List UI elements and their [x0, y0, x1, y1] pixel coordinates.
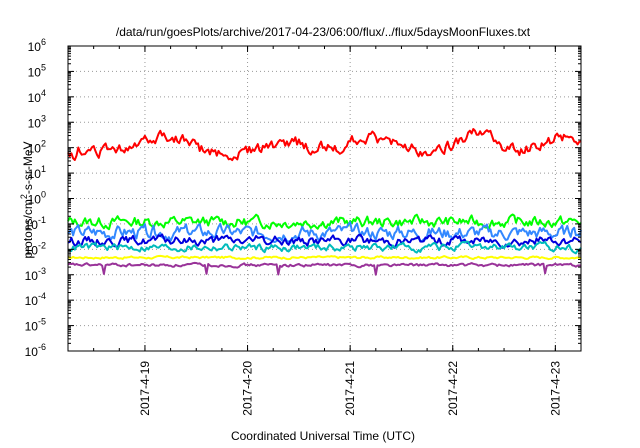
y-tick-label: 10-1	[25, 215, 46, 232]
y-tick-label: 101	[28, 164, 46, 181]
x-axis-label: Coordinated Universal Time (UTC)	[231, 429, 415, 443]
x-tick-labels: 2017-4-19 2017-4-20 2017-4-21 2017-4-22 2017…	[138, 361, 562, 416]
y-tick-exponent: 4	[41, 88, 46, 98]
y-axis-label-rest: -s-sr-MeV	[21, 141, 35, 194]
y-tick-base: 10	[25, 294, 39, 308]
y-tick-label: 10-4	[25, 291, 46, 308]
y-tick-base: 10	[28, 142, 42, 156]
series-line-4	[67, 233, 582, 249]
y-tick-exponent: -5	[38, 317, 46, 327]
plot-frame	[67, 45, 582, 352]
y-tick-label: 10-3	[25, 266, 46, 283]
y-tick-base: 10	[25, 269, 39, 283]
y-tick-label: 10-5	[25, 317, 46, 334]
y-tick-base: 10	[28, 167, 42, 181]
y-tick-label: 100	[28, 190, 46, 207]
y-tick-label: 104	[28, 88, 46, 105]
series-line-3	[67, 221, 582, 244]
y-axis-label-main: protons/cm	[21, 199, 35, 258]
grid-lines	[68, 46, 581, 351]
y-tick-labels: 10610510410310210110010-110-210-310-410-…	[25, 37, 46, 359]
y-tick-label: 103	[28, 113, 46, 130]
x-tick-label: 2017-4-20	[241, 361, 255, 416]
y-tick-exponent: -4	[38, 291, 46, 301]
y-tick-label: 105	[28, 62, 46, 79]
x-tick-label: 2017-4-21	[343, 361, 357, 416]
x-tick-label: 2017-4-22	[446, 361, 460, 416]
y-tick-label: 106	[28, 37, 46, 54]
y-tick-exponent: -1	[38, 215, 46, 225]
y-tick-label: 102	[28, 139, 46, 156]
y-tick-label: 10-6	[25, 342, 46, 359]
chart-title: /data/run/goesPlots/archive/2017-04-23/0…	[116, 25, 531, 39]
y-tick-exponent: 6	[41, 37, 46, 47]
x-tick-label: 2017-4-19	[138, 361, 152, 416]
y-tick-exponent: 2	[41, 139, 46, 149]
x-tick-label: 2017-4-23	[548, 361, 562, 416]
y-axis-label: protons/cm2-s-sr-MeV	[19, 141, 35, 258]
y-tick-exponent: -3	[38, 266, 46, 276]
y-tick-base: 10	[25, 345, 39, 359]
y-tick-exponent: 1	[41, 164, 46, 174]
y-tick-exponent: 0	[41, 190, 46, 200]
y-tick-base: 10	[25, 243, 39, 257]
series-lines	[67, 128, 582, 276]
y-tick-base: 10	[25, 320, 39, 334]
series-line-6	[67, 254, 582, 261]
y-tick-base: 10	[28, 193, 42, 207]
series-line-5	[67, 240, 582, 255]
series-line-1	[67, 128, 582, 162]
y-axis-label-sup: 2	[19, 194, 29, 199]
y-tick-base: 10	[28, 91, 42, 105]
y-tick-base: 10	[28, 40, 42, 54]
y-tick-base: 10	[28, 116, 42, 130]
y-tick-exponent: -6	[38, 342, 46, 352]
y-tick-base: 10	[28, 65, 42, 79]
y-tick-label: 10-2	[25, 240, 46, 257]
y-tick-exponent: 5	[41, 62, 46, 72]
y-tick-exponent: -2	[38, 240, 46, 250]
y-tick-base: 10	[25, 218, 39, 232]
y-tick-exponent: 3	[41, 113, 46, 123]
series-line-7	[67, 261, 582, 276]
